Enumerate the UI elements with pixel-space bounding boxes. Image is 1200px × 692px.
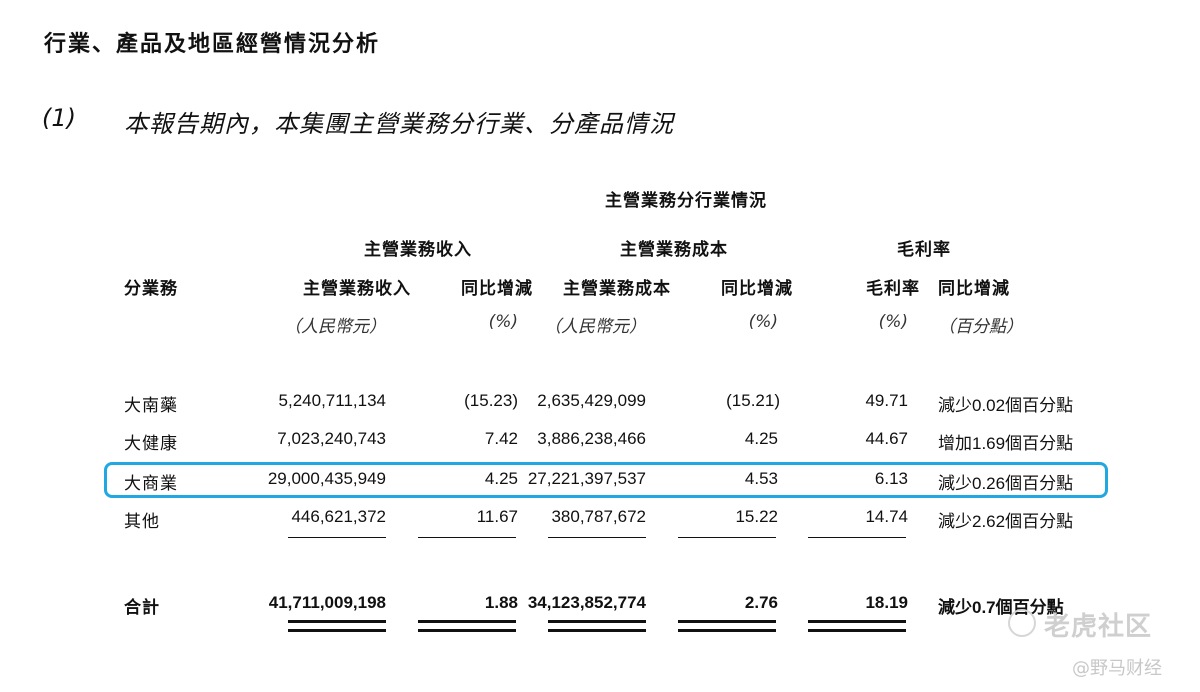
col-header-cost-yoy: 同比增減 xyxy=(721,279,793,299)
watermark-author: @野马财经 xyxy=(1072,658,1162,679)
col-header-revenue: 主營業務收入 xyxy=(303,279,411,299)
unit-cost: （人民幣元） xyxy=(544,317,646,337)
unit-margin: (%) xyxy=(878,312,908,332)
total-rule-bottom xyxy=(548,629,646,632)
table-row-segment: 大南藥 xyxy=(124,396,178,416)
col-header-segment: 分業務 xyxy=(124,279,178,299)
total-rule-bottom xyxy=(808,629,906,632)
table-cell-cost-yoy: 4.53 xyxy=(744,469,778,488)
table-cell-revenue-yoy: 4.25 xyxy=(484,469,518,488)
table-cell-cost-yoy: 4.25 xyxy=(744,429,778,448)
col-header-margin-yoy: 同比增減 xyxy=(938,279,1010,299)
total-cell-margin-yoy: 減少0.7個百分點 xyxy=(938,598,1064,617)
table-cell-cost: 3,886,238,466 xyxy=(537,429,646,448)
table-cell-margin-yoy: 增加1.69個百分點 xyxy=(938,434,1074,453)
unit-revenue-yoy: (%) xyxy=(488,312,518,332)
total-rule-top xyxy=(418,620,516,623)
total-rule-bottom xyxy=(418,629,516,632)
total-rule-bottom xyxy=(678,629,776,632)
subtotal-rule xyxy=(418,537,516,538)
total-rule-top xyxy=(678,620,776,623)
subsection-title: 本報告期內，本集團主營業務分行業、分產品情況 xyxy=(124,110,674,138)
table-cell-margin-yoy: 減少0.02個百分點 xyxy=(938,396,1074,415)
subtotal-rule xyxy=(808,537,906,538)
table-cell-revenue: 7,023,240,743 xyxy=(277,429,386,448)
total-row-segment: 合計 xyxy=(124,598,160,618)
subsection-number: (1) xyxy=(42,104,76,132)
total-cell-revenue-yoy: 1.88 xyxy=(484,593,518,612)
total-cell-cost-yoy: 2.76 xyxy=(744,593,778,612)
total-rule-top xyxy=(808,620,906,623)
col-header-revenue-yoy: 同比增減 xyxy=(461,279,533,299)
group-header-revenue: 主營業務收入 xyxy=(364,240,472,260)
subtotal-rule xyxy=(288,537,386,538)
unit-cost-yoy: (%) xyxy=(748,312,778,332)
col-header-margin: 毛利率 xyxy=(866,279,920,299)
table-cell-cost: 27,221,397,537 xyxy=(527,469,646,488)
group-header-margin: 毛利率 xyxy=(897,240,951,260)
table-cell-cost: 2,635,429,099 xyxy=(537,391,646,410)
table-cell-revenue: 29,000,435,949 xyxy=(267,469,386,488)
table-cell-cost-yoy: (15.21) xyxy=(726,391,780,410)
highlight-box xyxy=(104,462,1108,498)
tiger-logo-icon xyxy=(1008,609,1036,637)
table-cell-margin-yoy: 減少0.26個百分點 xyxy=(938,474,1074,493)
table-cell-margin: 6.13 xyxy=(874,469,908,488)
table-row-segment: 大健康 xyxy=(124,434,178,454)
total-cell-margin: 18.19 xyxy=(865,593,908,612)
subtotal-rule xyxy=(678,537,776,538)
table-cell-revenue-yoy: 11.67 xyxy=(476,507,518,526)
super-header: 主營業務分行業情況 xyxy=(605,191,767,211)
unit-margin-yoy: （百分點） xyxy=(938,317,1023,337)
table-cell-margin: 14.74 xyxy=(865,507,908,526)
table-row-segment: 大商業 xyxy=(124,474,178,494)
total-rule-top xyxy=(288,620,386,623)
page-title: 行業、產品及地區經營情況分析 xyxy=(44,32,381,57)
table-cell-revenue: 446,621,372 xyxy=(291,507,386,526)
table-cell-cost-yoy: 15.22 xyxy=(735,507,778,526)
table-cell-margin: 49.71 xyxy=(865,391,908,410)
table-row-segment: 其他 xyxy=(124,512,160,532)
table-cell-revenue-yoy: 7.42 xyxy=(484,429,518,448)
table-cell-margin-yoy: 減少2.62個百分點 xyxy=(938,512,1074,531)
total-rule-bottom xyxy=(288,629,386,632)
table-cell-revenue-yoy: (15.23) xyxy=(464,391,518,410)
total-rule-top xyxy=(548,620,646,623)
col-header-cost: 主營業務成本 xyxy=(563,279,671,299)
group-header-cost: 主營業務成本 xyxy=(620,240,728,260)
unit-revenue: （人民幣元） xyxy=(284,317,386,337)
total-cell-revenue: 41,711,009,198 xyxy=(268,593,386,612)
table-cell-margin: 44.67 xyxy=(865,429,908,448)
table-cell-cost: 380,787,672 xyxy=(551,507,646,526)
watermark-tiger: 老虎社区 xyxy=(1044,612,1153,642)
total-cell-cost: 34,123,852,774 xyxy=(527,593,646,612)
subtotal-rule xyxy=(548,537,646,538)
table-cell-revenue: 5,240,711,134 xyxy=(278,391,386,410)
